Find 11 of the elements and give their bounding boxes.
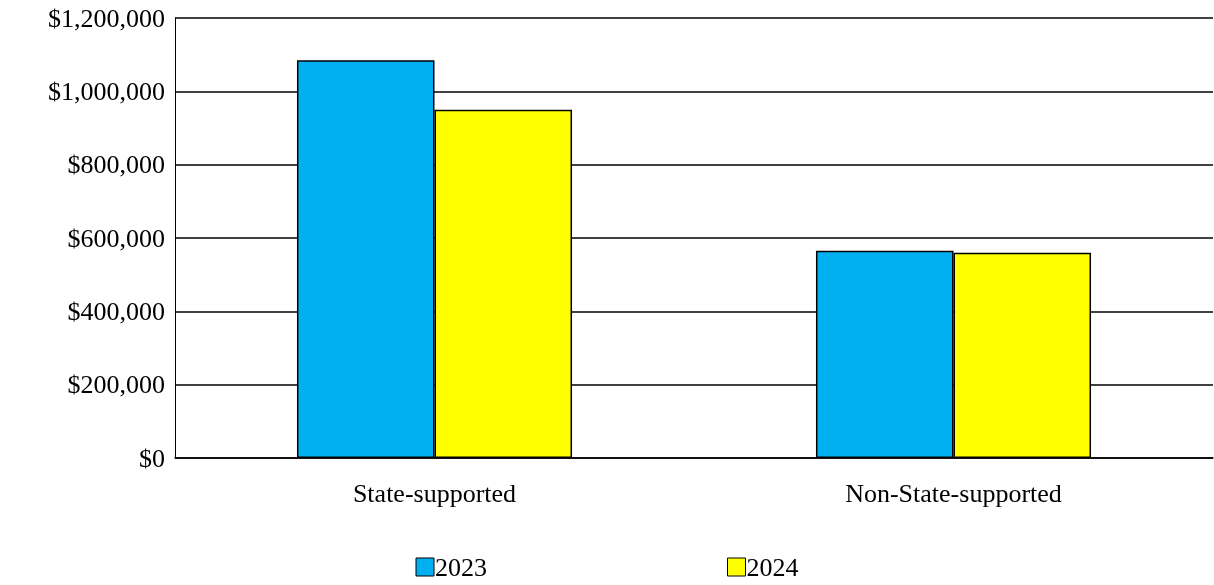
- x-tick-label: Non-State-supported: [845, 478, 1062, 508]
- y-tick-label: $600,000: [67, 223, 165, 253]
- y-tick-label: $800,000: [67, 150, 165, 180]
- y-tick-label: $400,000: [67, 296, 165, 326]
- y-tick-label: $0: [139, 443, 165, 473]
- y-tick-label: $1,200,000: [48, 3, 165, 33]
- legend-label: 2023: [435, 552, 487, 582]
- y-tick-label: $1,000,000: [48, 76, 165, 106]
- x-tick-label: State-supported: [352, 478, 517, 508]
- y-tick-label: $200,000: [67, 370, 165, 400]
- legend-label: 2024: [746, 552, 799, 582]
